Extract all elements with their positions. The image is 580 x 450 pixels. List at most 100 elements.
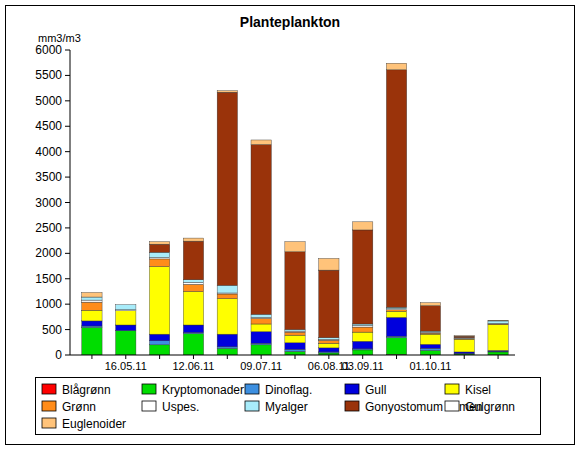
legend-swatch (445, 384, 459, 394)
legend-swatch (42, 401, 56, 411)
y-tick-label: 3000 (35, 196, 62, 210)
bar-segment (488, 320, 508, 322)
bar-segment (251, 343, 271, 345)
x-tick-label: 09.07.11 (240, 360, 282, 372)
legend-swatch (245, 384, 259, 394)
bar-segment (454, 339, 474, 352)
bar-segment (285, 252, 305, 330)
y-tick-label: 3500 (35, 170, 62, 184)
bar-segment (116, 304, 136, 305)
y-axis (70, 50, 71, 355)
bar-segment (420, 303, 440, 306)
y-tick (65, 253, 70, 254)
x-axis (70, 355, 515, 356)
bar-segment (386, 338, 406, 355)
bar-segment (285, 335, 305, 343)
y-tick-label: 5500 (35, 68, 62, 82)
y-tick-label: 1500 (35, 272, 62, 286)
bar-segment (149, 257, 169, 259)
bar-segment (386, 63, 406, 70)
bar-segment (149, 267, 169, 335)
y-tick (65, 355, 70, 356)
bar-segment (116, 304, 136, 305)
legend-label: Grønn (62, 400, 96, 414)
bar-segment (488, 321, 508, 324)
bar-segment (217, 294, 237, 299)
bar-segment (82, 300, 102, 302)
bar-segment (488, 320, 508, 321)
legend-swatch (445, 401, 459, 411)
bar-segment (82, 302, 102, 310)
bar-segment (319, 343, 339, 348)
bar-segment (353, 230, 373, 324)
bar-segment (251, 318, 271, 324)
legend-swatch (142, 384, 156, 394)
bar-segment (386, 70, 406, 307)
y-tick-label: 4500 (35, 119, 62, 133)
x-tick (261, 355, 262, 359)
bar-segment (353, 341, 373, 349)
legend-label: Dinoflag. (265, 383, 312, 397)
x-tick-label: 12.06.11 (172, 360, 214, 372)
bar-segment (285, 330, 305, 332)
bar-segment (251, 332, 271, 344)
bar-segment (285, 349, 305, 351)
bar-segment (183, 334, 203, 355)
y-tick (65, 329, 70, 330)
x-tick (464, 355, 465, 359)
y-tick-label: 2000 (35, 246, 62, 260)
bar-segment (183, 280, 203, 283)
legend-swatch (345, 401, 359, 411)
y-tick (65, 126, 70, 127)
bars (82, 63, 508, 355)
bar-segment (217, 299, 237, 335)
bar-segment (454, 338, 474, 340)
bar-segment (116, 304, 136, 305)
bar-segment (454, 336, 474, 337)
chart: Planteplanktonmm3/m305001000150020002500… (0, 0, 580, 450)
legend-label: Kryptomonader (162, 383, 244, 397)
legend-box (36, 378, 541, 435)
bar-segment (386, 310, 406, 312)
bar-segment (319, 270, 339, 338)
y-tick-label: 6000 (35, 43, 62, 57)
bar-segment (251, 314, 271, 317)
bar-segment (116, 331, 136, 355)
bar-segment (217, 347, 237, 349)
bar-segment (116, 325, 136, 331)
bar-segment (82, 310, 102, 321)
bar-segment (183, 238, 203, 241)
bar-segment (116, 311, 136, 325)
bar-segment (116, 305, 136, 310)
legend-swatch (345, 384, 359, 394)
bar-segment (183, 291, 203, 325)
legend-label: Gulgrønn (465, 400, 515, 414)
bar-segment (353, 332, 373, 341)
bar-segment (420, 348, 440, 350)
bar-segment (488, 323, 508, 325)
x-tick (362, 355, 363, 359)
bar-segment (319, 348, 339, 352)
bar-segment (353, 326, 373, 328)
bar-segment (149, 252, 169, 257)
bar-segment (149, 345, 169, 355)
bar-segment (285, 332, 305, 335)
y-tick (65, 75, 70, 76)
y-tick-label: 1000 (35, 297, 62, 311)
bar-segment (183, 284, 203, 291)
x-tick (498, 355, 499, 359)
x-tick (159, 355, 160, 359)
bar-segment (149, 334, 169, 341)
y-tick-label: 2500 (35, 221, 62, 235)
y-tick-label: 500 (42, 323, 62, 337)
bar-segment (488, 320, 508, 321)
legend-label: Blågrønn (62, 383, 111, 397)
x-tick (91, 355, 92, 359)
bar-segment (149, 259, 169, 267)
y-tick (65, 278, 70, 279)
bar-segment (488, 325, 508, 351)
x-tick (430, 355, 431, 359)
y-tick (65, 177, 70, 178)
bar-segment (82, 292, 102, 297)
bar-segment (420, 334, 440, 344)
